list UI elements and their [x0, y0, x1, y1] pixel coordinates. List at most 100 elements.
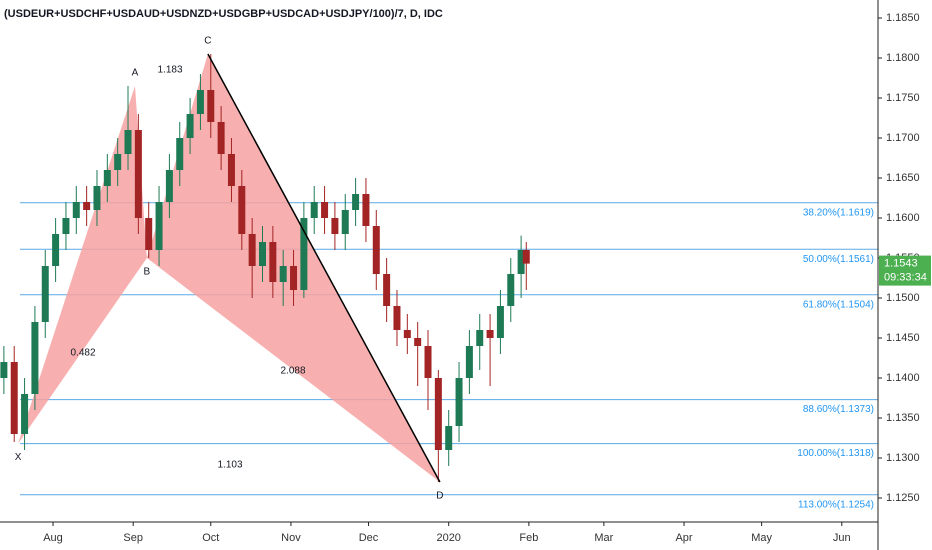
y-tick-label: 1.1450	[886, 332, 920, 344]
candle-body	[321, 202, 329, 218]
y-tick-label: 1.1300	[886, 452, 920, 464]
candle-body	[496, 306, 504, 338]
pattern-point-label: B	[144, 267, 151, 278]
last-price-badge	[879, 255, 931, 286]
fib-label: 38.20%(1.1619)	[803, 207, 874, 218]
candle-body	[186, 114, 194, 138]
x-tick-label: Apr	[675, 532, 692, 544]
fib-label: 61.80%(1.1504)	[803, 299, 874, 310]
candles	[0, 54, 530, 482]
x-tick-label: Feb	[519, 532, 538, 544]
countdown-label: 09:33:34	[884, 272, 927, 284]
pattern-point-label: X	[15, 452, 22, 463]
candle-body	[486, 330, 494, 338]
candle-body	[522, 250, 530, 264]
y-tick-label: 1.1800	[886, 52, 920, 64]
candle-body	[403, 330, 411, 338]
candle-body	[393, 306, 401, 330]
chart-title: (USDEUR+USDCHF+USDAUD+USDNZD+USDGBP+USDC…	[4, 8, 443, 20]
candle-body	[383, 274, 391, 306]
ratio-label: 1.103	[217, 460, 242, 471]
x-tick-label: Oct	[202, 532, 219, 544]
x-tick-label: Dec	[359, 532, 379, 544]
candle-body	[21, 394, 29, 434]
y-tick-label: 1.1700	[886, 132, 920, 144]
candle-body	[300, 218, 308, 290]
candle-body	[41, 266, 49, 322]
candle-body	[207, 90, 215, 122]
candle-body	[269, 242, 277, 282]
candle-body	[445, 426, 453, 450]
x-tick-label: Nov	[281, 532, 301, 544]
pattern-point-label: A	[132, 68, 139, 79]
pattern-xab	[18, 86, 147, 444]
fib-label: 50.00%(1.1561)	[803, 254, 874, 265]
candle-body	[93, 186, 101, 210]
plot-area	[0, 53, 878, 496]
pattern-cd-line	[207, 53, 441, 483]
candle-body	[517, 250, 525, 274]
x-tick-label: 2020	[436, 532, 460, 544]
candle-body	[10, 362, 18, 434]
pattern-point-label: C	[204, 36, 211, 47]
candle-body	[217, 122, 225, 154]
candle-body	[155, 202, 163, 250]
candle-body	[279, 266, 287, 282]
candle-body	[52, 234, 60, 266]
candle-body	[465, 346, 473, 378]
candle-body	[341, 210, 349, 234]
candle-body	[248, 234, 256, 266]
ratio-label: 0.482	[70, 348, 95, 359]
y-tick-label: 1.1600	[886, 212, 920, 224]
x-tick-label: Sep	[123, 532, 143, 544]
y-tick-label: 1.1750	[886, 92, 920, 104]
candle-body	[424, 346, 432, 378]
y-tick-label: 1.1400	[886, 372, 920, 384]
y-tick-label: 1.1850	[886, 12, 920, 24]
ratio-label: 1.183	[157, 65, 182, 76]
x-tick-label: Jun	[833, 532, 851, 544]
candle-body	[238, 186, 246, 234]
candle-body	[290, 266, 298, 290]
candle-body	[114, 154, 122, 170]
y-tick-label: 1.1250	[886, 492, 920, 504]
candle-body	[0, 362, 8, 378]
candle-body	[227, 154, 235, 186]
candle-body	[124, 130, 132, 154]
candle-body	[362, 194, 370, 226]
pattern-point-label: D	[436, 491, 443, 502]
candle-body	[83, 202, 91, 210]
last-price-label: 1.1543	[884, 258, 918, 270]
x-tick-label: Mar	[594, 532, 613, 544]
candle-body	[258, 242, 266, 266]
candle-body	[103, 170, 111, 186]
candle-body	[31, 322, 39, 394]
candle-body	[145, 218, 153, 250]
candle-body	[455, 378, 463, 426]
candle-body	[196, 90, 204, 114]
candle-body	[165, 170, 173, 202]
y-tick-label: 1.1650	[886, 172, 920, 184]
x-tick-label: Aug	[43, 532, 63, 544]
candle-body	[72, 202, 80, 218]
candle-body	[476, 330, 484, 346]
candle-body	[331, 218, 339, 234]
x-tick-label: May	[751, 532, 772, 544]
y-tick-label: 1.1350	[886, 412, 920, 424]
ratio-label: 2.088	[280, 366, 305, 377]
fib-label: 113.00%(1.1254)	[798, 499, 874, 510]
fib-label: 100.00%(1.1318)	[797, 448, 874, 459]
candle-body	[372, 226, 380, 274]
fib-label: 88.60%(1.1373)	[803, 404, 874, 415]
candle-body	[176, 138, 184, 170]
candle-body	[62, 218, 70, 234]
candle-body	[507, 274, 515, 306]
candle-body	[414, 338, 422, 346]
candle-body	[310, 202, 318, 218]
candle-body	[352, 194, 360, 210]
y-tick-label: 1.1500	[886, 292, 920, 304]
candle-body	[434, 378, 442, 450]
candle-body	[134, 130, 142, 218]
